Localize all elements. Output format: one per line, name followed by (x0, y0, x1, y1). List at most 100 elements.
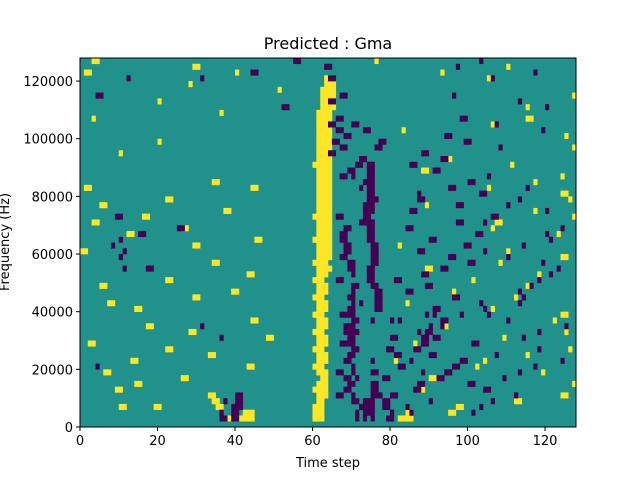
heatmap-cell (444, 317, 449, 324)
heatmap-cell (328, 248, 333, 255)
heatmap-cell (347, 323, 352, 330)
heatmap-cell (320, 225, 325, 232)
heatmap-cell (467, 138, 472, 145)
heatmap-cell (409, 415, 414, 422)
heatmap-cell (145, 323, 151, 330)
heatmap-cell (130, 357, 135, 364)
heatmap-cell (316, 219, 321, 226)
heatmap-cell (335, 277, 340, 284)
heatmap-cell (192, 294, 197, 301)
heatmap-cell (118, 236, 123, 243)
heatmap-cell (324, 259, 329, 266)
heatmap-cell (370, 398, 375, 405)
heatmap-cell (409, 161, 414, 168)
heatmap-cell (324, 254, 329, 261)
heatmap-cell (316, 213, 321, 220)
heatmap-cell (467, 179, 472, 186)
heatmap-cell (316, 179, 321, 186)
heatmap-cell (192, 328, 197, 336)
heatmap-cell (452, 409, 457, 416)
heatmap-cell (231, 409, 236, 416)
heatmap-cell (320, 409, 325, 416)
heatmap-cell (428, 282, 433, 289)
heatmap-cell (409, 409, 414, 416)
heatmap-cell (328, 104, 333, 111)
heatmap-cell (362, 219, 368, 226)
heatmap-cell (351, 352, 356, 359)
heatmap-cell (374, 196, 379, 203)
heatmap-cell (362, 409, 368, 416)
heatmap-cell (297, 58, 302, 65)
heatmap-cell (126, 75, 131, 82)
heatmap-cell (316, 259, 321, 266)
heatmap-cell (130, 230, 135, 238)
heatmap-cell (149, 265, 154, 272)
heatmap-cell (467, 242, 472, 249)
heatmap-cell (328, 161, 333, 168)
heatmap-cell (312, 409, 317, 416)
heatmap-cell (328, 236, 333, 243)
heatmap-cell (355, 409, 360, 416)
heatmap-cell (370, 190, 375, 197)
heatmap-cell (339, 115, 344, 122)
heatmap-cell (312, 346, 317, 353)
heatmap-cell (320, 294, 325, 301)
heatmap-cell (324, 317, 329, 324)
heatmap-cell (103, 202, 108, 209)
heatmap-cell (324, 202, 329, 209)
heatmap-cell (359, 403, 364, 411)
heatmap-cell (432, 305, 437, 312)
heatmap-cell (393, 277, 399, 284)
heatmap-cell (421, 167, 426, 174)
heatmap-cell (533, 69, 538, 76)
heatmap-cell (374, 288, 379, 295)
heatmap-cell (95, 92, 100, 99)
heatmap-cell (560, 173, 565, 180)
heatmap-cell (343, 311, 348, 318)
heatmap-cell (393, 334, 399, 341)
heatmap-cell (397, 415, 402, 422)
heatmap-cell (320, 121, 325, 128)
heatmap-cell (517, 398, 523, 405)
heatmap-cell (366, 265, 371, 272)
heatmap-cell (432, 167, 437, 174)
heatmap-cell (521, 294, 526, 301)
heatmap-cell (316, 334, 321, 341)
heatmap-cell (320, 300, 325, 307)
heatmap-cell (362, 127, 368, 134)
heatmap-cell (514, 392, 519, 399)
heatmap-cell (490, 225, 495, 232)
heatmap-cell (320, 265, 325, 272)
heatmap-cell (428, 375, 433, 382)
heatmap-cell (316, 196, 321, 203)
heatmap-cell (521, 334, 526, 341)
heatmap-cell (328, 98, 333, 105)
heatmap-cell (118, 254, 123, 261)
heatmap-cell (479, 190, 484, 197)
heatmap-cell (169, 277, 174, 284)
heatmap-cell (324, 300, 329, 307)
heatmap-cell (250, 409, 255, 416)
heatmap-cell (316, 288, 321, 295)
heatmap-cell (142, 230, 147, 238)
heatmap-cell (463, 357, 468, 364)
heatmap-cell (320, 109, 325, 116)
heatmap-cell (545, 207, 550, 214)
heatmap-cell (316, 236, 321, 243)
heatmap-cell (316, 277, 321, 284)
heatmap-cell (87, 69, 92, 76)
heatmap-cell (219, 109, 224, 116)
heatmap-cell (328, 230, 333, 238)
heatmap-cell (355, 398, 360, 405)
heatmap-cell (269, 334, 275, 341)
heatmap-cell (324, 265, 329, 272)
heatmap-cell (424, 202, 430, 209)
heatmap-cell (324, 242, 329, 249)
heatmap-cell (370, 225, 375, 232)
heatmap-cell (374, 300, 379, 307)
heatmap-cell (479, 403, 484, 411)
heatmap-cell (475, 340, 480, 347)
heatmap-cell (320, 132, 325, 140)
heatmap-cell (312, 328, 317, 336)
heatmap-cell (541, 369, 546, 376)
